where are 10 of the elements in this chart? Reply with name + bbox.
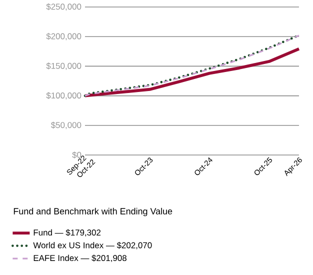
legend-label: EAFE Index — $201,908	[34, 254, 126, 262]
line-series	[84, 47, 300, 98]
legend-title: Fund and Benchmark with Ending Value	[14, 208, 172, 216]
y-tick-label: $250,000	[46, 3, 82, 11]
y-tick-label: $100,000	[46, 92, 82, 100]
y-tick-label: $200,000	[46, 32, 82, 40]
legend-label: Fund — $179,302	[34, 229, 101, 237]
y-tick-label: $150,000	[46, 62, 82, 70]
y-tick-label: $50,000	[50, 122, 82, 130]
legend-label: World ex US Index — $202,070	[33, 242, 152, 250]
